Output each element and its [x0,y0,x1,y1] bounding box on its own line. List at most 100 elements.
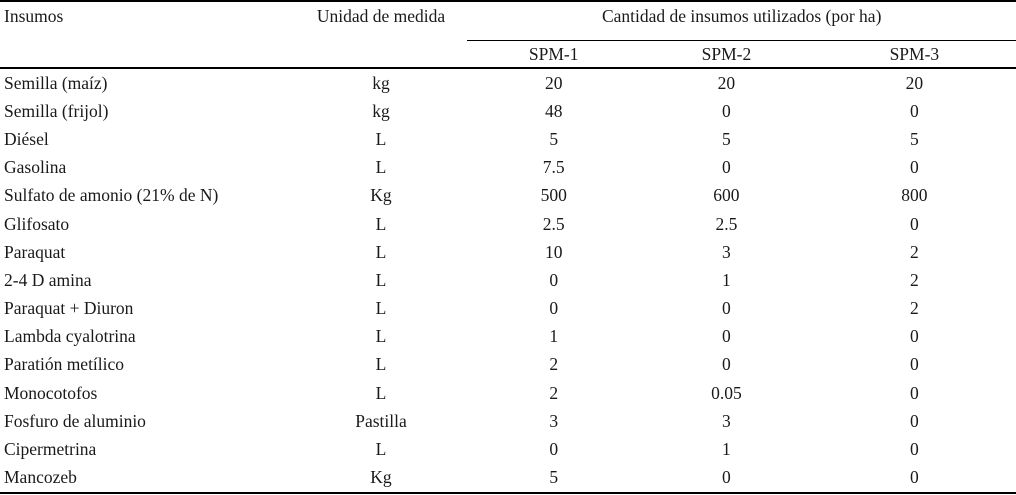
table-row: Diésel L 5 5 5 [0,125,1016,153]
header-unidad: Unidad de medida [294,1,468,69]
table-row: 2-4 D amina L 0 1 2 [0,266,1016,294]
spm2-cell: 20 [717,72,736,93]
spm2-cell: 0 [722,100,731,121]
insumo-cell: Cipermetrina [4,439,97,460]
spm3-cell: 20 [905,72,924,93]
insumo-cell: Paraquat [4,241,66,262]
unidad-cell: kg [372,100,390,121]
spm2-cell: 3 [722,241,731,262]
insumo-cell: Sulfato de amonio (21% de N) [4,185,219,206]
spm1-cell: 7.5 [542,157,565,178]
spm1-cell: 5 [549,467,559,488]
table-row: Fosfuro de aluminio Pastilla 3 3 0 [0,407,1016,435]
spm3-cell: 2 [910,269,919,290]
spm3-cell: 0 [910,439,919,460]
table-row: Monocotofos L 2 0.05 0 [0,379,1016,407]
spm3-cell: 0 [910,157,919,178]
spm2-cell: 0 [722,467,731,488]
insumo-cell: Gasolina [4,157,67,178]
spm2-cell: 3 [722,410,731,431]
unidad-cell: L [375,157,387,178]
spm3-cell: 0 [910,326,919,347]
unidad-cell: L [375,354,387,375]
unidad-cell: kg [372,72,390,93]
spm2-cell: 2.5 [715,213,738,234]
unidad-cell: L [375,439,387,460]
insumo-cell: Diésel [4,128,49,149]
insumo-cell: Paratión metílico [4,354,125,375]
spm2-cell: 1 [722,439,731,460]
unidad-cell: L [375,382,387,403]
spm1-cell: 5 [549,128,559,149]
spm2-cell: 0 [722,354,731,375]
insumo-cell: Semilla (maíz) [4,72,108,93]
table-row: Semilla (frijol) kg 48 0 0 [0,97,1016,125]
unidad-cell: Pastilla [355,410,407,431]
spm1-cell: 48 [544,100,563,121]
spm3-cell: 0 [910,354,919,375]
spm1-cell: 2.5 [542,213,565,234]
spm2-cell: 0 [722,298,731,319]
table-row: Semilla (maíz) kg 20 20 20 [0,68,1016,97]
insumo-cell: Semilla (frijol) [4,100,109,121]
table-row: Gasolina L 7.5 0 0 [0,154,1016,182]
table-row: Paraquat + Diuron L 0 0 2 [0,295,1016,323]
table-row: Glifosato L 2.5 2.5 0 [0,210,1016,238]
spm3-cell: 5 [910,128,919,149]
spm1-cell: 0 [549,439,559,460]
header-row-main: Insumos Unidad de medida Cantidad de ins… [0,1,1016,69]
spm1-cell: 1 [549,326,559,347]
table-row: Sulfato de amonio (21% de N) Kg 500 600 … [0,182,1016,210]
unidad-cell: L [375,326,387,347]
spm1-cell: 20 [544,72,563,93]
spm1-cell: 0 [549,269,559,290]
header-spm3: SPM-3 [812,40,1016,69]
spm2-cell: 0 [722,157,731,178]
spm2-cell: 5 [722,128,731,149]
table-row: Mancozeb Kg 5 0 0 [0,464,1016,493]
spm1-cell: 0 [549,298,559,319]
spm3-cell: 0 [910,213,919,234]
table-row: Paraquat L 10 3 2 [0,238,1016,266]
spm1-cell: 2 [549,382,559,403]
spm1-cell: 10 [544,241,563,262]
unidad-cell: Kg [370,467,392,488]
spm3-cell: 0 [910,382,919,403]
unidad-cell: L [375,269,387,290]
spm3-cell: 0 [910,100,919,121]
table-body: Semilla (maíz) kg 20 20 20 Semilla (frij… [0,68,1016,493]
header-row-sub: SPM-1 SPM-2 SPM-3 [0,40,1016,69]
table-row: Lambda cyalotrina L 1 0 0 [0,323,1016,351]
insumo-cell: Monocotofos [4,382,98,403]
insumo-cell: Paraquat + Diuron [4,298,134,319]
insumo-cell: Mancozeb [4,467,77,488]
unidad-cell: L [375,213,387,234]
table-row: Paratión metílico L 2 0 0 [0,351,1016,379]
insumo-cell: Fosfuro de aluminio [4,410,146,431]
spm2-cell: 0.05 [711,382,742,403]
insumo-cell: Lambda cyalotrina [4,326,136,347]
unidad-cell: Kg [370,185,392,206]
header-group-cantidad: Cantidad de insumos utilizados (por ha) [467,1,1016,41]
spm3-cell: 800 [901,185,928,206]
header-insumos: Insumos [0,1,295,69]
table-header: Insumos Unidad de medida Cantidad de ins… [0,1,1016,69]
spm3-cell: 2 [910,241,919,262]
unidad-cell: L [375,128,387,149]
spm2-cell: 0 [722,326,731,347]
unidad-cell: L [375,241,387,262]
spm1-cell: 500 [540,185,567,206]
spm1-cell: 2 [549,354,559,375]
spm2-cell: 600 [713,185,740,206]
spm2-cell: 1 [722,269,731,290]
header-spm2: SPM-2 [640,40,813,69]
unidad-cell: L [375,298,387,319]
insumo-cell: 2-4 D amina [4,269,92,290]
insumo-cell: Glifosato [4,213,70,234]
table-row: Cipermetrina L 0 1 0 [0,435,1016,463]
spm1-cell: 3 [549,410,559,431]
spm3-cell: 0 [910,410,919,431]
header-spm1: SPM-1 [467,40,641,69]
spm3-cell: 0 [910,467,919,488]
